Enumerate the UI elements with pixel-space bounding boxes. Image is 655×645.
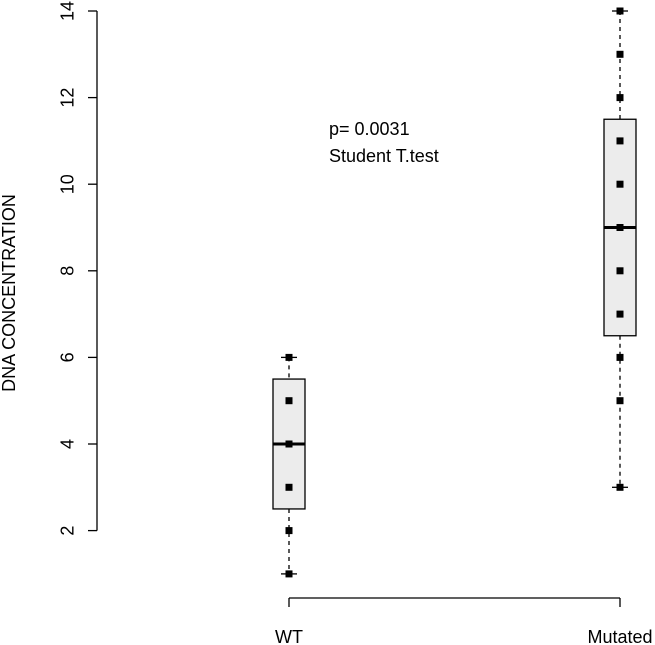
x-tick-label: Mutated <box>587 627 652 645</box>
data-point <box>285 527 293 535</box>
y-tick-label: 6 <box>57 352 77 362</box>
data-point <box>285 483 293 491</box>
x-tick-label: WT <box>275 627 303 645</box>
y-tick-label: 8 <box>57 266 77 276</box>
x-axis: WT Mutated <box>275 597 653 645</box>
data-point <box>616 137 624 145</box>
data-point <box>285 570 293 578</box>
y-tick-label: 14 <box>57 1 77 21</box>
data-point <box>616 483 624 491</box>
y-tick-label: 2 <box>57 526 77 536</box>
data-point <box>616 94 624 102</box>
y-tick-label: 12 <box>57 88 77 108</box>
boxes <box>272 7 637 578</box>
data-point <box>616 180 624 188</box>
y-tick-label: 10 <box>57 174 77 194</box>
data-point <box>285 440 293 448</box>
data-point <box>616 224 624 231</box>
data-point <box>616 310 624 318</box>
y-axis-label: DNA CONCENTRATION <box>0 194 19 392</box>
annotation-pvalue: p= 0.0031 <box>329 119 410 139</box>
data-point <box>616 397 624 405</box>
box-wt <box>272 353 306 578</box>
data-point <box>616 267 624 275</box>
data-point <box>285 353 293 361</box>
data-point <box>616 7 624 15</box>
data-point <box>285 397 293 405</box>
data-point <box>616 50 624 58</box>
data-point <box>616 353 624 361</box>
y-tick-label: 4 <box>57 439 77 449</box>
y-axis: 2 4 6 8 10 12 14 <box>57 1 98 536</box>
box-mutated <box>603 7 637 491</box>
annotation-test: Student T.test <box>329 146 439 166</box>
